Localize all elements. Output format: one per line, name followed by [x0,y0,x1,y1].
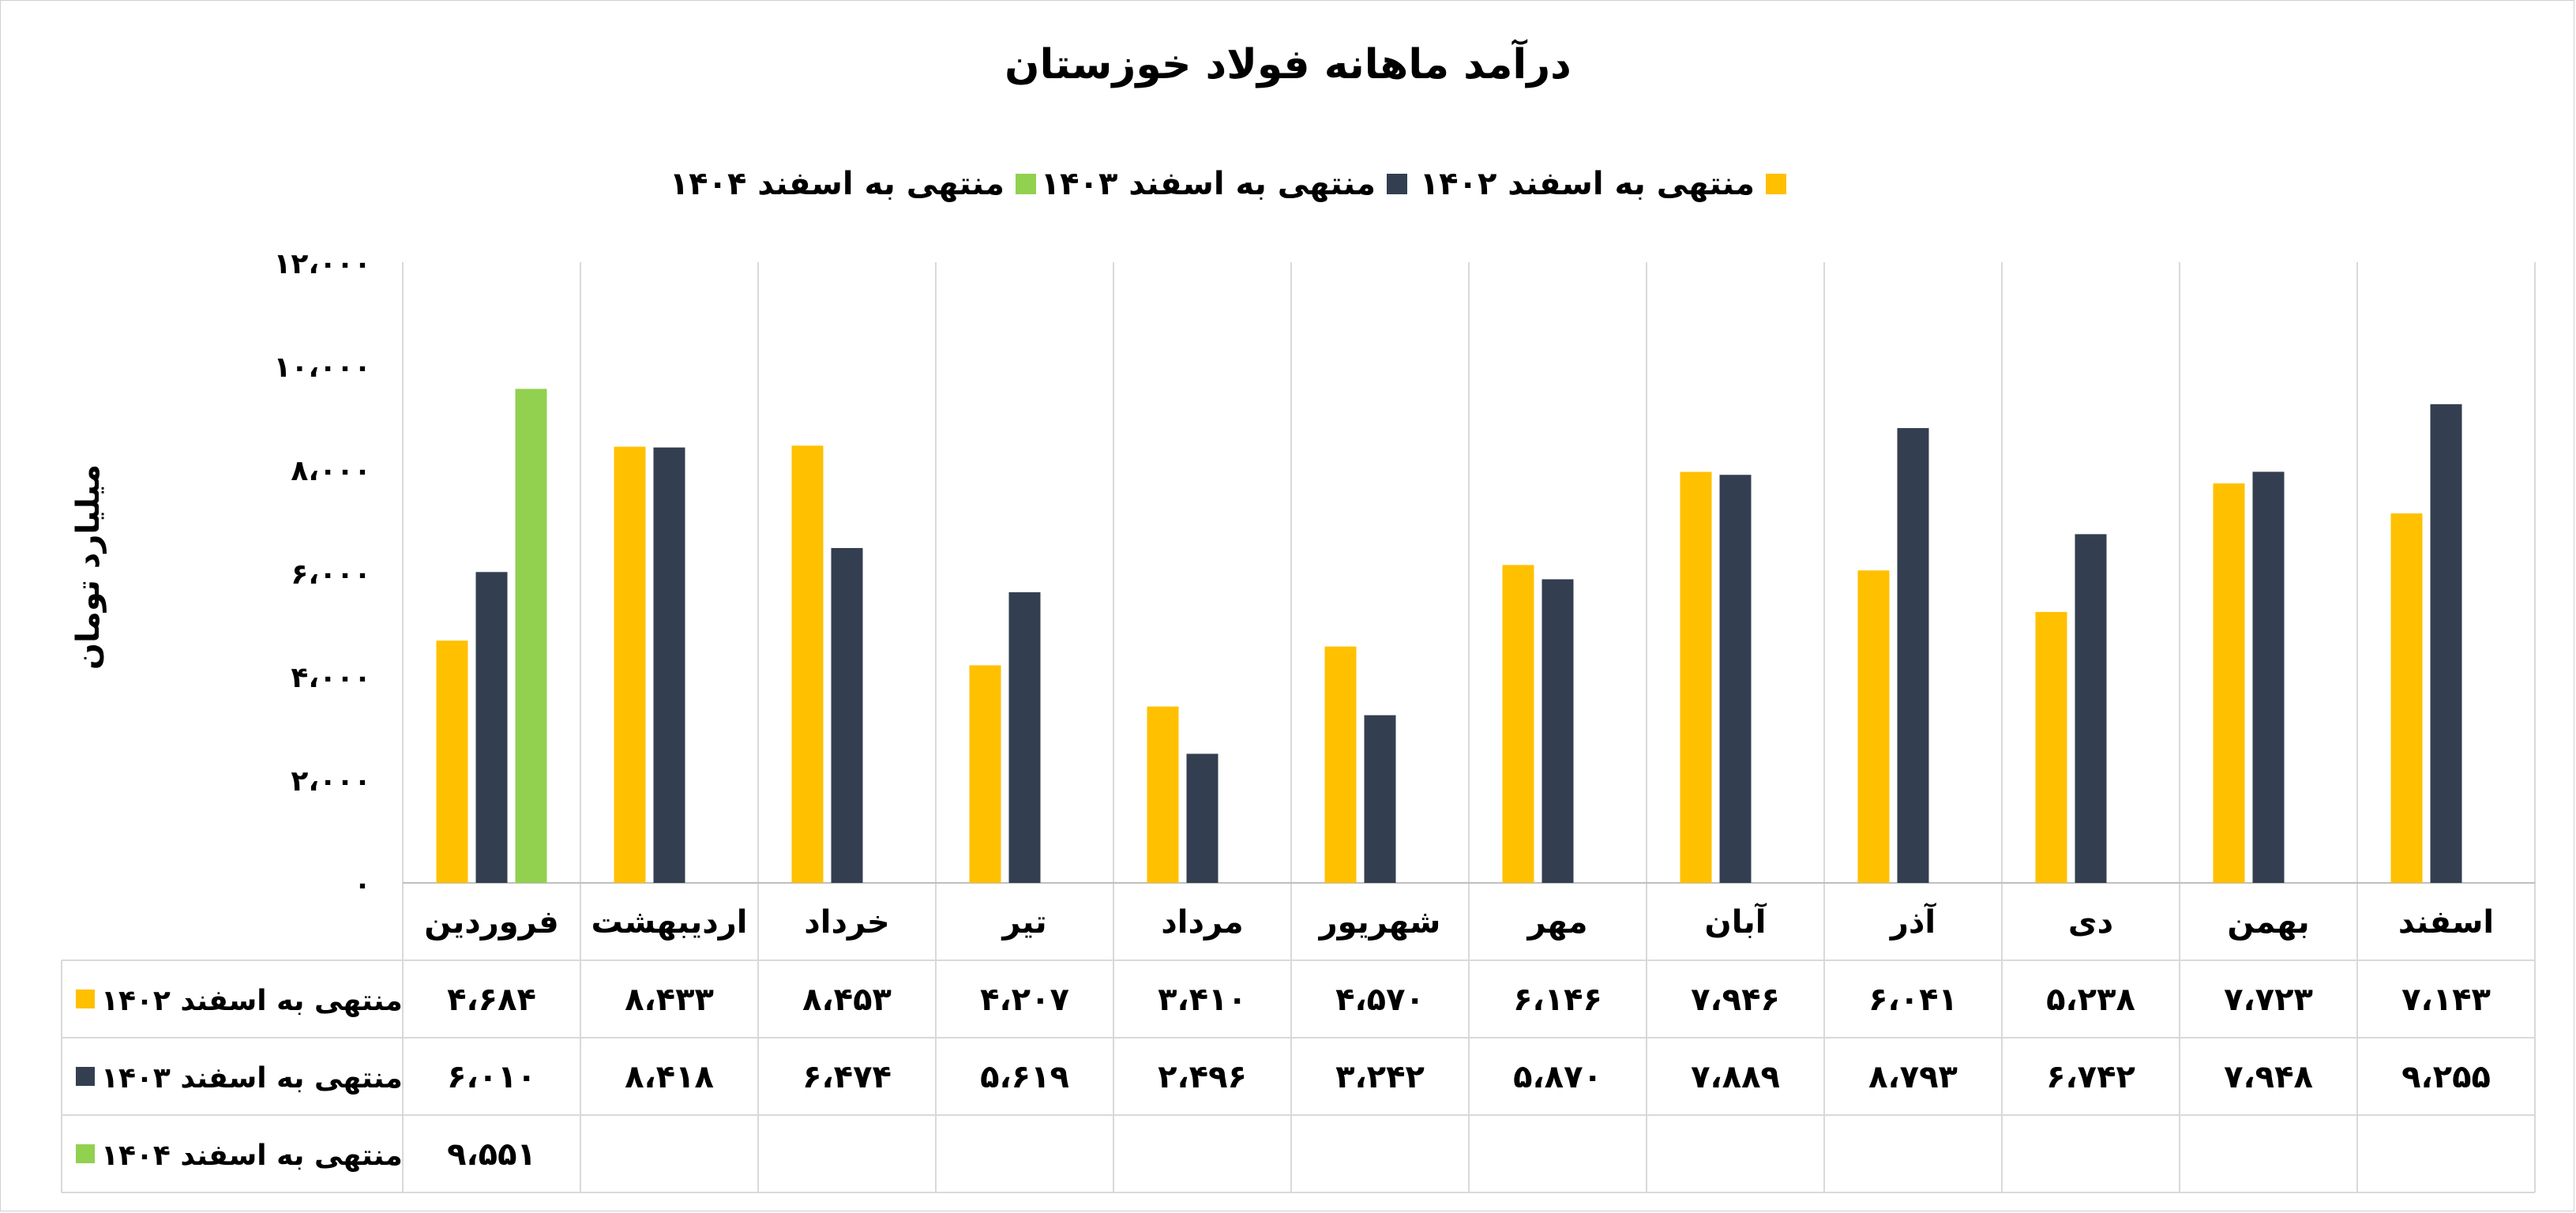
table-cell-value: ۵،۲۳۸ [2046,982,2135,1018]
bar [515,389,547,883]
table-cell-value: ۶،۷۴۲ [2046,1059,2135,1095]
legend-label-1404: منتهی به اسفند ۱۴۰۴ [669,166,1004,202]
x-tick-label: آذر [1889,902,1937,941]
table-cell-value: ۲،۴۹۶ [1158,1059,1247,1095]
x-tick-label: دی [2068,904,2113,941]
table-cell-value: ۷،۸۸۹ [1691,1059,1780,1095]
table-cell-value: ۶،۰۱۰ [447,1059,536,1095]
bar [475,572,508,883]
y-tick-label: ۱۰،۰۰۰ [273,351,371,384]
legend-item-1403: منتهی به اسفند ۱۴۰۳ [1041,164,1407,204]
x-tick-label: آبان [1705,902,1767,941]
legend-swatch-1404 [1016,174,1036,194]
table-cell-value: ۷،۹۴۶ [1691,982,1780,1018]
bar [2213,483,2245,883]
y-tick-label: ۴،۰۰۰ [291,662,371,694]
bar [1680,471,1712,883]
table-cell-value: ۶،۰۴۱ [1868,982,1958,1018]
legend-swatch-1402 [1766,174,1786,194]
y-tick-label: ۲،۰۰۰ [291,765,371,798]
bar [1541,579,1574,883]
legend-label-1403: منتهی به اسفند ۱۴۰۳ [1040,166,1376,202]
y-tick-label: ۰ [354,869,371,901]
table-cell-value: ۸،۴۳۳ [625,982,714,1018]
table-cell-value: ۷،۱۴۳ [2401,982,2491,1018]
x-tick-label: خرداد [804,904,889,941]
legend-item-1402: منتهی به اسفند ۱۴۰۲ [1420,164,1786,204]
chart-title: درآمد ماهانه فولاد خوزستان [1004,41,1572,88]
x-tick-label: مهر [1526,904,1587,941]
bar [1719,475,1752,883]
table-cell-value: ۶،۱۴۶ [1513,982,1602,1018]
bar [1186,753,1219,883]
table-cell-value: ۸،۴۵۳ [802,982,892,1018]
bar [1008,591,1041,883]
bars-layer [436,389,2462,883]
x-tick-label: مرداد [1161,904,1243,941]
x-tick-label: اسفند [2398,904,2494,941]
y-ticks-layer: ۰ ۲،۰۰۰ ۴،۰۰۰ ۶،۰۰۰ ۸،۰۰۰ ۱۰،۰۰۰ ۱۲،۰۰۰ [273,248,371,901]
table-series-label: منتهی به اسفند ۱۴۰۴ [101,1140,403,1172]
bar [2252,471,2285,883]
table-cell-value: ۵،۸۷۰ [1513,1059,1602,1095]
x-tick-label: شهریور [1318,904,1441,941]
y-tick-label: ۶،۰۰۰ [291,558,371,591]
table-cell-value: ۵،۶۱۹ [980,1059,1069,1095]
bar [831,547,863,883]
bar [791,445,824,883]
legend-label-1402: منتهی به اسفند ۱۴۰۲ [1419,166,1755,202]
legend-item-1404: منتهی به اسفند ۱۴۰۴ [670,164,1036,204]
bar [436,640,468,883]
bar [614,446,646,883]
data-table: فروردین اردیبهشت خرداد تیر مرداد شهریور مهر آبا… [76,902,2494,1173]
table-cell-value: ۴،۲۰۷ [980,982,1069,1018]
table-series-label: منتهی به اسفند ۱۴۰۳ [101,1062,403,1095]
bar [1364,715,1396,883]
x-tick-label: فروردین [424,904,559,941]
table-cell-value: ۸،۷۹۳ [1868,1059,1958,1095]
table-cell-value: ۶،۴۷۴ [802,1059,892,1095]
bar [1502,565,1534,883]
table-cell-value: ۷،۷۲۳ [2224,982,2313,1018]
y-tick-label: ۱۲،۰۰۰ [273,248,371,280]
y-tick-label: ۸،۰۰۰ [291,455,371,487]
bar [1147,706,1179,883]
bar [653,447,685,883]
x-tick-label: بهمن [2227,904,2309,941]
table-cell-value: ۳،۲۴۲ [1335,1059,1425,1095]
table-series-label: منتهی به اسفند ۱۴۰۲ [101,985,403,1017]
x-tick-label: تیر [1001,904,1046,941]
bar [2075,534,2107,883]
table-cell-value: ۴،۶۸۴ [447,982,536,1018]
bar [2390,513,2423,883]
table-legend-swatch [76,990,95,1008]
table-cell-value: ۸،۴۱۸ [625,1059,714,1095]
bar [1324,646,1357,883]
x-tick-label: اردیبهشت [591,904,747,941]
table-cell-value: ۹،۵۵۱ [447,1136,536,1173]
table-cell-value: ۷،۹۴۸ [2224,1059,2313,1095]
table-cell-value: ۴،۵۷۰ [1335,982,1425,1018]
table-cell-value: ۹،۲۵۵ [2401,1059,2491,1095]
bar [1857,570,1890,883]
bar [2430,404,2462,883]
table-legend-swatch [76,1067,95,1086]
grid-layer [61,262,2536,1193]
legend-swatch-1403 [1387,174,1407,194]
bar [1897,428,1929,883]
bar [969,665,1001,883]
bar [2035,611,2067,883]
table-cell-value: ۳،۴۱۰ [1158,982,1247,1018]
table-legend-swatch [76,1144,95,1163]
